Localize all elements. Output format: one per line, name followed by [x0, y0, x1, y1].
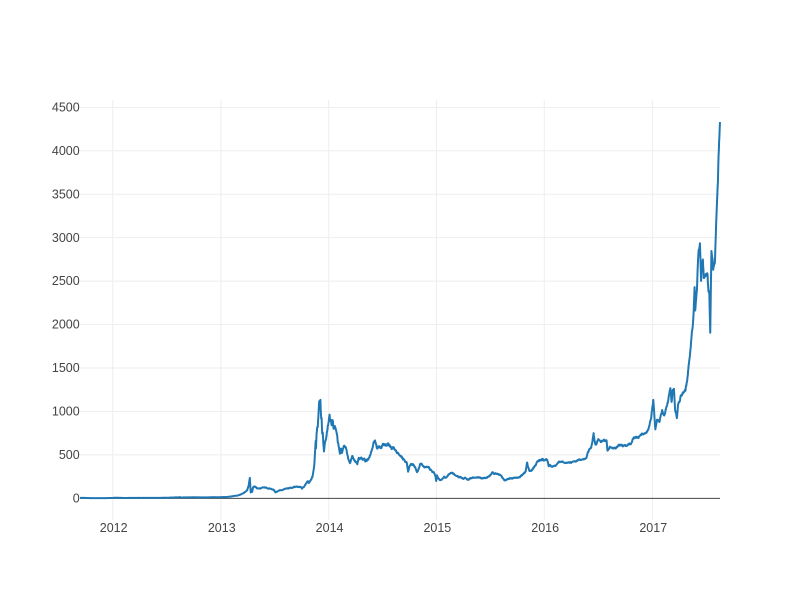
- svg-text:1000: 1000: [52, 405, 80, 419]
- svg-text:2012: 2012: [100, 521, 128, 535]
- svg-text:2000: 2000: [52, 318, 80, 332]
- svg-text:3500: 3500: [52, 187, 80, 201]
- svg-text:500: 500: [59, 448, 80, 462]
- svg-text:2014: 2014: [316, 521, 344, 535]
- svg-text:4000: 4000: [52, 144, 80, 158]
- svg-text:3000: 3000: [52, 231, 80, 245]
- svg-text:4500: 4500: [52, 100, 80, 114]
- svg-text:2016: 2016: [531, 521, 559, 535]
- svg-text:1500: 1500: [52, 361, 80, 375]
- svg-text:2013: 2013: [208, 521, 236, 535]
- svg-text:2015: 2015: [423, 521, 451, 535]
- svg-text:2017: 2017: [639, 521, 667, 535]
- svg-text:2500: 2500: [52, 274, 80, 288]
- svg-text:0: 0: [73, 491, 80, 505]
